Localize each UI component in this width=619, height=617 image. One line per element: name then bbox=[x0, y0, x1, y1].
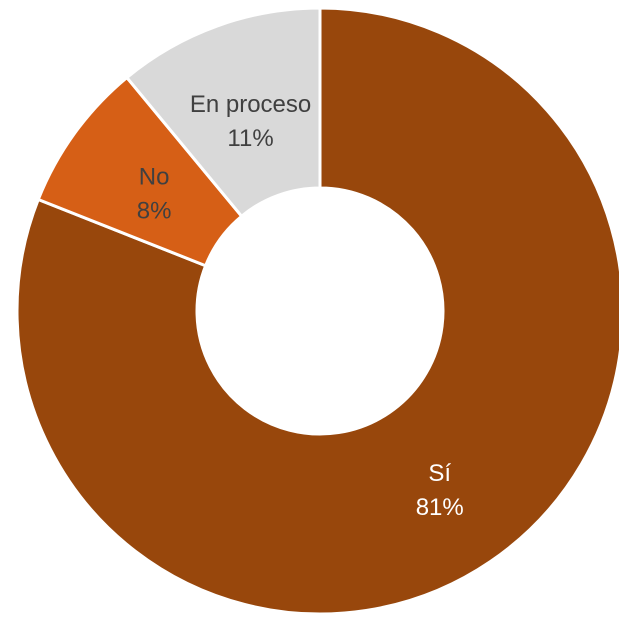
data-label-no: No 8% bbox=[137, 164, 172, 225]
data-label-en-proceso: En proceso 11% bbox=[190, 91, 311, 152]
data-label-name: No bbox=[139, 164, 170, 191]
data-label-si: Sí 81% bbox=[416, 460, 464, 521]
data-label-name: En proceso bbox=[190, 91, 311, 118]
slice-en-proceso bbox=[125, 6, 322, 218]
data-label-percent: 8% bbox=[137, 198, 172, 225]
data-label-percent: 11% bbox=[227, 125, 273, 152]
data-label-percent: 81% bbox=[416, 494, 464, 521]
slice-si bbox=[15, 6, 619, 616]
slices-group bbox=[15, 6, 619, 616]
labels-group: Sí 81% No 8% En proceso 11% bbox=[137, 91, 464, 521]
data-label-name: Sí bbox=[428, 460, 451, 487]
